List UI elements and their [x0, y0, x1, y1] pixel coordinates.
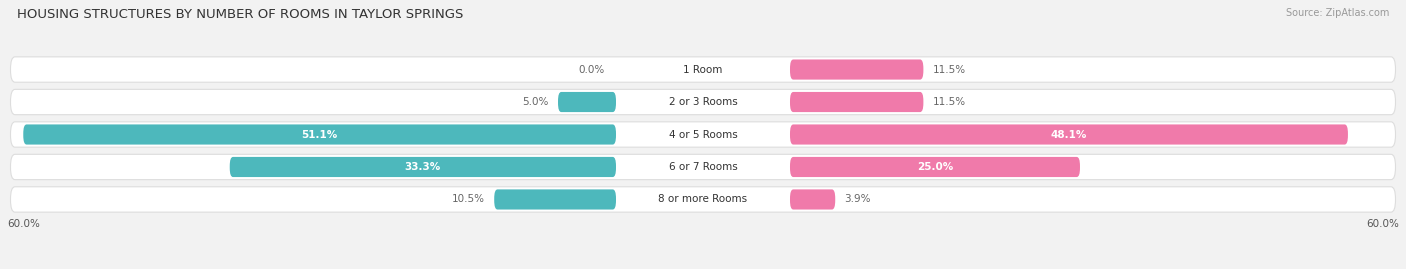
Text: 60.0%: 60.0%: [1367, 219, 1399, 229]
FancyBboxPatch shape: [495, 189, 616, 210]
FancyBboxPatch shape: [790, 92, 924, 112]
FancyBboxPatch shape: [10, 154, 1396, 180]
Text: 10.5%: 10.5%: [451, 194, 485, 204]
FancyBboxPatch shape: [10, 122, 1396, 147]
Text: 51.1%: 51.1%: [301, 129, 337, 140]
FancyBboxPatch shape: [10, 89, 1396, 115]
FancyBboxPatch shape: [790, 189, 835, 210]
FancyBboxPatch shape: [229, 157, 616, 177]
Text: 8 or more Rooms: 8 or more Rooms: [658, 194, 748, 204]
FancyBboxPatch shape: [24, 125, 616, 144]
Text: 33.3%: 33.3%: [405, 162, 441, 172]
FancyBboxPatch shape: [790, 157, 1080, 177]
Text: 2 or 3 Rooms: 2 or 3 Rooms: [669, 97, 737, 107]
Text: HOUSING STRUCTURES BY NUMBER OF ROOMS IN TAYLOR SPRINGS: HOUSING STRUCTURES BY NUMBER OF ROOMS IN…: [17, 8, 463, 21]
Text: 1 Room: 1 Room: [683, 65, 723, 75]
FancyBboxPatch shape: [558, 92, 616, 112]
Text: 6 or 7 Rooms: 6 or 7 Rooms: [669, 162, 737, 172]
Text: 60.0%: 60.0%: [7, 219, 39, 229]
Text: 11.5%: 11.5%: [932, 65, 966, 75]
FancyBboxPatch shape: [10, 57, 1396, 82]
Text: 48.1%: 48.1%: [1050, 129, 1087, 140]
Text: 5.0%: 5.0%: [523, 97, 548, 107]
FancyBboxPatch shape: [790, 59, 924, 80]
FancyBboxPatch shape: [10, 187, 1396, 212]
Text: 3.9%: 3.9%: [845, 194, 870, 204]
Text: 4 or 5 Rooms: 4 or 5 Rooms: [669, 129, 737, 140]
FancyBboxPatch shape: [790, 125, 1348, 144]
Text: Source: ZipAtlas.com: Source: ZipAtlas.com: [1285, 8, 1389, 18]
Text: 25.0%: 25.0%: [917, 162, 953, 172]
Text: 11.5%: 11.5%: [932, 97, 966, 107]
Text: 0.0%: 0.0%: [578, 65, 605, 75]
